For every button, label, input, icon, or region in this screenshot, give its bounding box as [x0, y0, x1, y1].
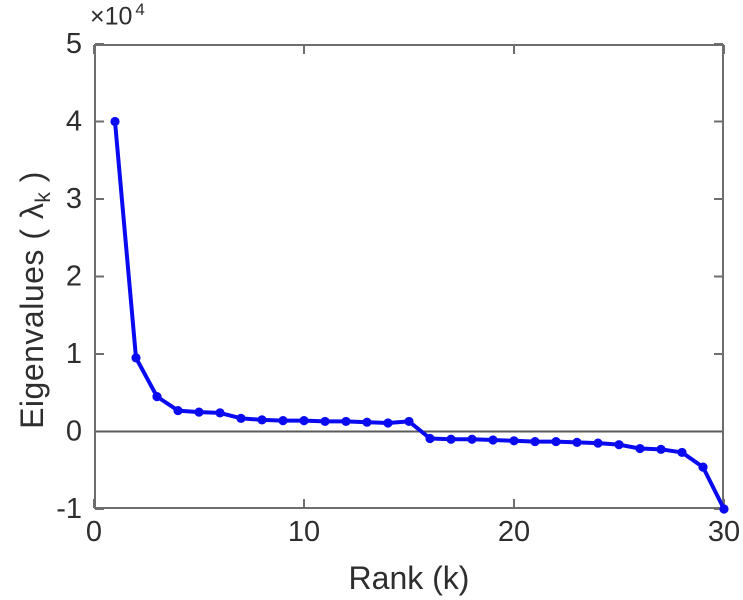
data-point-2 [131, 353, 141, 363]
x-tick-label-10: 10 [288, 516, 320, 548]
y-tick-label-neg1: -1 [56, 493, 82, 525]
data-point-28 [677, 447, 687, 458]
multiplier-base: ×10 [90, 2, 133, 31]
y-axis-label-text: Eigenvalues ( λ [13, 202, 50, 429]
y-axis-label: Eigenvalues ( λk ) [14, 171, 56, 429]
data-point-11 [320, 416, 330, 427]
y-tick-label-1: 1 [66, 338, 82, 370]
y-axis-label-subscript: k [32, 191, 56, 203]
data-point-3 [152, 392, 162, 402]
data-point-8 [257, 415, 267, 425]
data-point-21 [530, 436, 540, 447]
data-point-19 [488, 435, 498, 445]
data-point-12 [341, 416, 351, 427]
y-tick-label-3: 3 [66, 183, 82, 215]
data-point-25 [614, 440, 624, 450]
data-point-10 [299, 416, 309, 426]
y-tick-label-4: 4 [66, 106, 82, 138]
x-axis-label: Rank (k) [348, 560, 470, 596]
data-point-29 [698, 462, 708, 472]
data-point-30 [719, 504, 729, 514]
data-point-13 [362, 417, 372, 427]
data-point-16 [425, 433, 435, 444]
data-point-9 [278, 416, 288, 426]
x-tick-label-20: 20 [498, 516, 530, 548]
eigenvalues-line [113, 119, 726, 511]
y-axis-multiplier: ×10 4 [90, 0, 145, 31]
y-tick-label-0: 0 [66, 416, 82, 448]
data-point-6 [215, 408, 225, 418]
data-point-20 [509, 436, 519, 446]
data-point-4 [173, 405, 183, 416]
data-point-7 [236, 413, 246, 423]
plot-frame [94, 44, 724, 509]
multiplier-exponent: 4 [135, 0, 145, 19]
data-point-27 [656, 444, 666, 454]
y-axis-label-close: ) [13, 171, 50, 192]
data-point-22 [551, 436, 561, 447]
data-point-14 [383, 418, 393, 428]
data-point-23 [572, 437, 582, 447]
data-point-1 [110, 116, 120, 127]
data-point-17 [446, 434, 456, 444]
data-point-5 [194, 407, 204, 417]
y-tick-label-5: 5 [66, 28, 82, 60]
x-tick-label-30: 30 [708, 516, 740, 548]
data-point-15 [404, 416, 414, 427]
data-point-26 [635, 443, 645, 454]
x-tick-label-0: 0 [86, 516, 102, 548]
y-tick-label-2: 2 [66, 261, 82, 293]
data-point-18 [467, 434, 477, 444]
data-point-24 [593, 438, 603, 448]
